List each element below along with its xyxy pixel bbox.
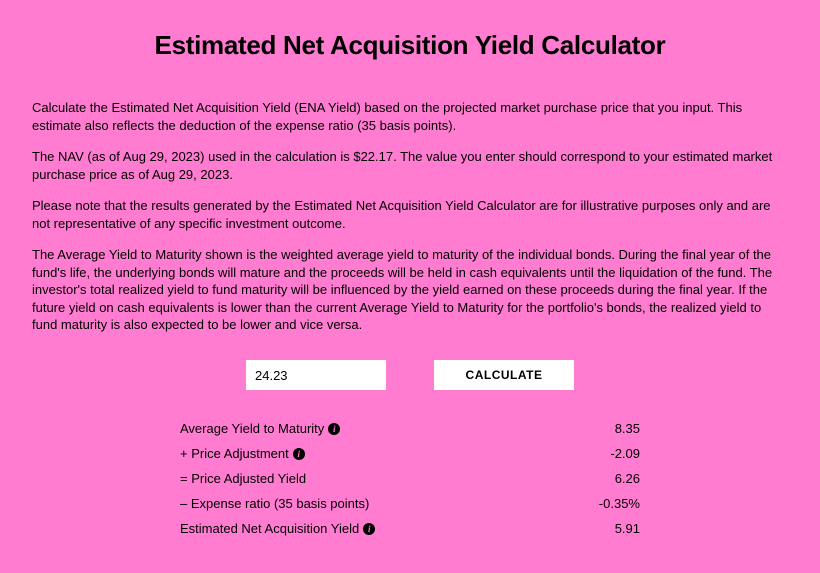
description-paragraph-1: Calculate the Estimated Net Acquisition … — [32, 99, 788, 134]
result-row-avg-yield: Average Yield to Maturity i 8.35 — [180, 416, 640, 441]
page-title: Estimated Net Acquisition Yield Calculat… — [32, 30, 788, 61]
result-row-adjusted-yield: = Price Adjusted Yield 6.26 — [180, 466, 640, 491]
result-value: -0.35% — [599, 496, 640, 511]
info-icon[interactable]: i — [363, 523, 375, 535]
result-row-expense-ratio: – Expense ratio (35 basis points) -0.35% — [180, 491, 640, 516]
price-input[interactable] — [246, 360, 386, 390]
result-value: 8.35 — [615, 421, 640, 436]
result-label: = Price Adjusted Yield — [180, 471, 306, 486]
result-row-ena-yield: Estimated Net Acquisition Yield i 5.91 — [180, 516, 640, 541]
info-icon[interactable]: i — [293, 448, 305, 460]
result-label: – Expense ratio (35 basis points) — [180, 496, 369, 511]
info-icon[interactable]: i — [328, 423, 340, 435]
result-value: 5.91 — [615, 521, 640, 536]
result-value: -2.09 — [610, 446, 640, 461]
result-value: 6.26 — [615, 471, 640, 486]
description-paragraph-4: The Average Yield to Maturity shown is t… — [32, 246, 788, 334]
result-label: Average Yield to Maturity — [180, 421, 324, 436]
description-paragraph-2: The NAV (as of Aug 29, 2023) used in the… — [32, 148, 788, 183]
result-label: + Price Adjustment — [180, 446, 289, 461]
input-row: CALCULATE — [32, 360, 788, 390]
result-row-price-adjustment: + Price Adjustment i -2.09 — [180, 441, 640, 466]
calculate-button[interactable]: CALCULATE — [434, 360, 574, 390]
results-table: Average Yield to Maturity i 8.35 + Price… — [180, 416, 640, 541]
description-paragraph-3: Please note that the results generated b… — [32, 197, 788, 232]
result-label: Estimated Net Acquisition Yield — [180, 521, 359, 536]
